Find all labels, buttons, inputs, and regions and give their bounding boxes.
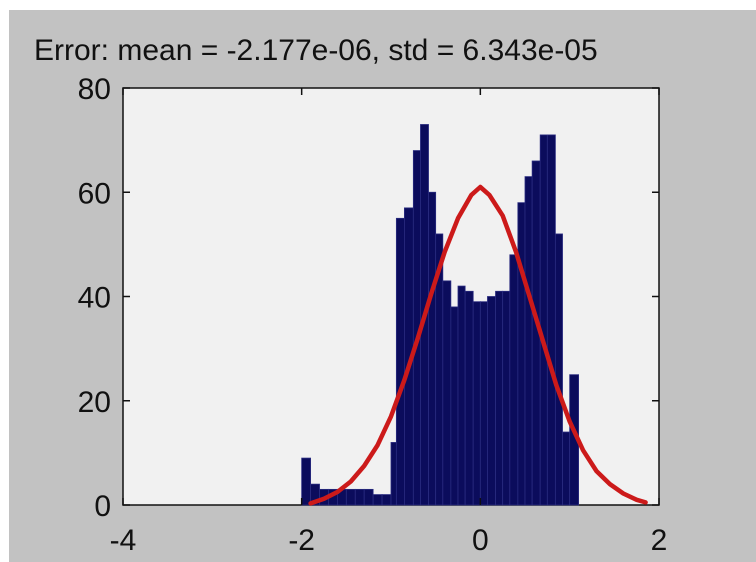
histogram-bar [457,285,466,506]
histogram-bar [539,134,548,506]
histogram-bar [428,191,437,506]
histogram-bar [546,134,556,506]
histogram-bar [487,296,496,506]
histogram-bar [464,290,474,506]
x-tick-label: 0 [472,524,489,557]
histogram-bar [509,254,519,506]
page-margin [0,0,9,562]
y-tick-label: 60 [78,177,111,210]
x-tick-label: -4 [110,524,137,557]
histogram-bar [562,431,571,506]
histogram-bar [554,233,563,506]
y-tick-label: 20 [78,386,111,419]
histogram-bar [495,290,504,506]
histogram-bar [345,488,356,506]
bars-group [301,124,580,506]
histogram-bar [354,488,365,506]
histogram-bar [472,301,481,506]
y-tick-label: 80 [78,73,111,106]
histogram-bar [450,306,459,506]
histogram-bar [395,217,405,506]
histogram-bar [390,442,397,506]
histogram-bar [381,494,392,506]
histogram-bar [301,457,311,506]
histogram-bar [517,202,526,506]
histogram-bar [524,176,533,506]
x-tick-label: 2 [651,524,668,557]
histogram-bar [442,280,452,506]
histogram-bar [372,494,383,506]
x-tick-label: -2 [288,524,315,557]
chart-title: Error: mean = -2.177e-06, std = 6.343e-0… [34,34,598,67]
histogram-bar [502,290,511,506]
y-tick-label: 40 [78,282,111,315]
histogram-bar [479,301,488,506]
y-tick-label: 0 [94,490,111,523]
normal-fit-curve [308,184,648,506]
histogram-bar [363,488,374,506]
